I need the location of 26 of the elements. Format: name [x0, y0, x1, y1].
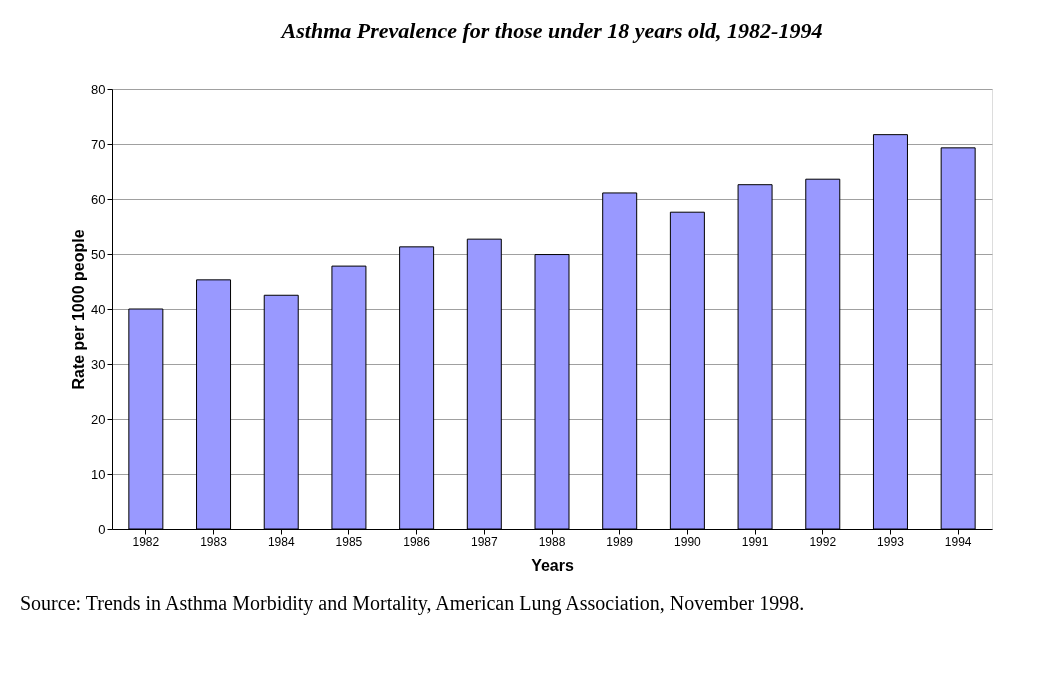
- x-tick-label: 1992: [809, 534, 837, 549]
- x-tick-label: 1982: [132, 534, 160, 549]
- y-axis-title: Rate per 1000 people: [70, 229, 88, 390]
- y-tick-label: 80: [91, 81, 106, 97]
- x-tick-label: 1991: [741, 534, 769, 549]
- y-tick-label: 50: [91, 246, 106, 262]
- source-note: Source: Trends in Asthma Morbidity and Mortality, American Lung Association, November 1998.: [20, 592, 805, 615]
- y-tick-label: 70: [91, 136, 106, 152]
- y-tick-label: 0: [98, 521, 106, 537]
- y-tick-label: 30: [91, 356, 106, 372]
- x-tick-label: 1985: [335, 534, 363, 549]
- x-tick-label: 1984: [267, 534, 295, 549]
- x-tick-label: 1986: [403, 534, 431, 549]
- x-axis-title: Years: [531, 556, 574, 574]
- y-tick-label: 60: [91, 191, 106, 207]
- x-tick-label: 1989: [606, 534, 634, 549]
- chart-title: Asthma Prevalence for those under 18 years old, 1982-1994: [279, 18, 823, 43]
- y-tick-label: 40: [91, 301, 106, 317]
- y-tick-label: 20: [91, 411, 106, 427]
- x-tick-label: 1990: [674, 534, 702, 549]
- x-tick-label: 1988: [538, 534, 566, 549]
- x-tick-label: 1983: [200, 534, 228, 549]
- x-tick-label: 1994: [944, 534, 972, 549]
- x-tick-label: 1987: [470, 534, 498, 549]
- y-tick-label: 10: [91, 466, 106, 482]
- x-tick-label: 1993: [877, 534, 905, 549]
